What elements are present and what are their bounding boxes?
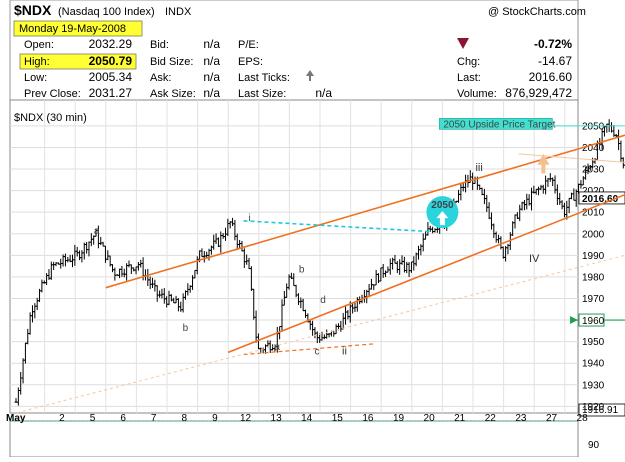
last-size-value: n/a (315, 86, 332, 100)
volume-value: 876,929,472 (505, 86, 572, 100)
x-tick-label: 15 (332, 413, 344, 424)
low-value: 2005.34 (89, 70, 133, 84)
symbol-title: $NDX (14, 2, 52, 18)
open-value: 2032.29 (89, 37, 133, 51)
last-size-label: Last Size: (238, 88, 286, 100)
exchange: INDX (165, 6, 192, 18)
x-tick-label: 23 (515, 413, 527, 424)
value-1960-text: 1960 (582, 316, 605, 327)
volume-tick-label: 90 (588, 440, 600, 451)
x-tick-label: 12 (240, 413, 252, 424)
ask-size-value: n/a (203, 86, 220, 100)
target-2050-marker: 2050 (426, 196, 458, 228)
x-tick-label: 28 (577, 413, 589, 424)
ohlc-bar (605, 124, 608, 133)
x-tick-label: 27 (546, 413, 558, 424)
wave-label: b (183, 323, 189, 334)
bid-value: n/a (203, 37, 220, 51)
y-tick-label: 1990 (582, 251, 605, 262)
y-tick-label: 2000 (582, 229, 605, 240)
ask-value: n/a (203, 70, 220, 84)
chg-value: -14.67 (538, 54, 572, 68)
eps-label: EPS: (238, 56, 263, 68)
wave-label: iii (475, 162, 482, 174)
pe-label: P/E: (238, 39, 259, 51)
x-tick-label: 20 (424, 413, 436, 424)
change-percent: -0.72% (534, 37, 572, 51)
y-tick-label: 1980 (582, 272, 605, 283)
x-tick-label: 5 (90, 413, 96, 424)
y-tick-label: 1940 (582, 359, 605, 370)
x-tick-label: 6 (120, 413, 126, 424)
bid-label: Bid: (150, 39, 169, 51)
x-tick-label: 19 (393, 413, 405, 424)
low-label: Low: (24, 72, 47, 84)
y-tick-label: 1930 (582, 380, 605, 391)
bid-size-value: n/a (203, 54, 220, 68)
prev-close-value: 2031.27 (89, 86, 133, 100)
ask-size-label: Ask Size: (150, 88, 196, 100)
wave-label: IV (529, 253, 540, 265)
ohlc-bar (622, 157, 625, 168)
open-label: Open: (24, 39, 54, 51)
high-value: 2050.79 (89, 54, 133, 68)
target-2050-text: 2050 (431, 200, 454, 211)
y-tick-label: 1950 (582, 337, 605, 348)
volume-frame (10, 421, 578, 457)
wave-label: b (299, 265, 305, 276)
y-tick-label: 1970 (582, 294, 605, 305)
session-date: Monday 19-May-2008 (19, 23, 126, 35)
ohlc-bar (582, 176, 585, 185)
x-tick-label: 16 (362, 413, 374, 424)
y-tick-label: 2050 (582, 121, 605, 132)
copyright: @ StockCharts.com (488, 6, 586, 18)
prev-close-label: Prev Close: (24, 88, 81, 100)
plot-frame (10, 100, 578, 413)
x-tick-label: 21 (454, 413, 466, 424)
chg-label: Chg: (457, 56, 480, 68)
wave-label: a (274, 342, 280, 353)
last-ticks-label: Last Ticks: (238, 72, 290, 84)
wave-label: d (320, 295, 326, 306)
bid-size-label: Bid Size: (150, 56, 193, 68)
ohlc-bar (619, 141, 622, 162)
x-tick-label: 7 (151, 413, 157, 424)
x-tick-label: 14 (301, 413, 313, 424)
chart-caption: $NDX (30 min) (14, 112, 87, 124)
x-tick-label: 13 (271, 413, 283, 424)
wave-label: i (249, 213, 251, 224)
ask-label: Ask: (150, 72, 171, 84)
x-tick-label: 8 (182, 413, 188, 424)
ohlc-bar (594, 158, 597, 164)
ohlc-bar (617, 130, 620, 151)
wave-label: ii (342, 346, 347, 358)
last-value: 2016.60 (529, 70, 573, 84)
upside-target-text: 2050 Upside Price Target (443, 119, 555, 130)
x-tick-label: 2 (59, 413, 65, 424)
value-1960-tag: 1960 (579, 314, 605, 327)
x-tick-label: May (6, 413, 26, 424)
volume-label: Volume: (457, 88, 497, 100)
index-name: (Nasdaq 100 Index) (58, 6, 155, 18)
last-label: Last: (457, 72, 481, 84)
y-tick-label: 2010 (582, 208, 605, 219)
wave-label: c (314, 347, 319, 358)
x-tick-label: 9 (212, 413, 218, 424)
x-tick-label: 22 (485, 413, 497, 424)
wave-label: a (94, 226, 100, 237)
high-label: High: (24, 56, 50, 68)
